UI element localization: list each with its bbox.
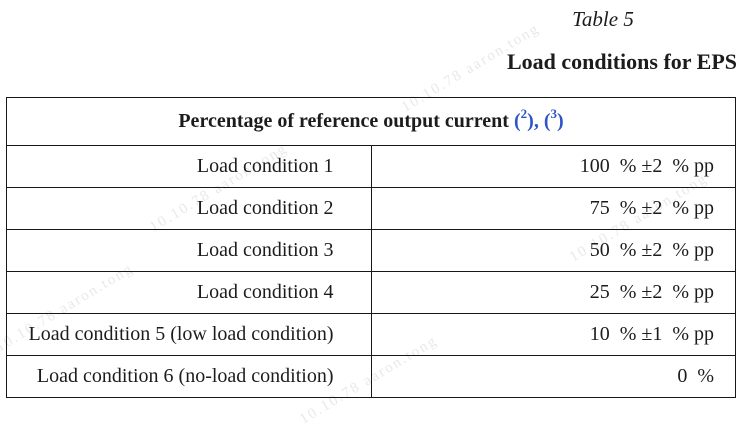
load-conditions-table: Percentage of reference output current (…	[6, 97, 736, 398]
table-row: Load condition 3 50 % ±2 % pp	[6, 229, 736, 272]
load-condition-value: 10 % ±1 % pp	[370, 313, 736, 356]
load-condition-value: 0 %	[370, 355, 736, 398]
table-row: Load condition 6 (no-load condition) 0 %	[6, 355, 736, 398]
load-condition-label: Load condition 5 (low load condition)	[6, 313, 372, 356]
load-condition-label: Load condition 3	[6, 229, 372, 272]
footnote-ref-close: )	[527, 110, 534, 132]
footnote-ref-2-link[interactable]: (2)	[513, 107, 534, 132]
table-header-cell: Percentage of reference output current (…	[6, 97, 736, 146]
load-condition-value: 50 % ±2 % pp	[370, 229, 736, 272]
table-header-text: Percentage of reference output current	[178, 110, 509, 132]
load-condition-label: Load condition 1	[6, 145, 372, 188]
footnote-ref-number: 2	[520, 106, 528, 122]
page-title: Load conditions for EPS	[506, 49, 737, 74]
load-condition-value: 100 % ±2 % pp	[370, 145, 736, 188]
load-condition-value: 25 % ±2 % pp	[370, 271, 736, 314]
table-header-row: Percentage of reference output current (…	[6, 97, 736, 146]
footnote-ref-number: 3	[550, 106, 557, 122]
load-condition-value: 75 % ±2 % pp	[370, 187, 736, 230]
table-number-label: Table 5	[572, 7, 634, 31]
table-row: Load condition 2 75 % ±2 % pp	[6, 187, 736, 230]
table-row: Load condition 5 (low load condition) 10…	[6, 313, 736, 356]
table-row: Load condition 1 100 % ±2 % pp	[6, 145, 736, 188]
footnote-ref-open: (	[543, 110, 551, 132]
table-row: Load condition 4 25 % ±2 % pp	[6, 271, 736, 314]
footnote-ref-separator: ,	[533, 110, 544, 132]
footnote-ref-open: (	[513, 110, 521, 132]
footnote-ref-3-link[interactable]: (3)	[543, 107, 564, 132]
load-condition-label: Load condition 2	[6, 187, 372, 230]
load-condition-label: Load condition 6 (no-load condition)	[6, 355, 372, 398]
load-condition-label: Load condition 4	[6, 271, 372, 314]
footnote-ref-close: )	[556, 110, 564, 132]
